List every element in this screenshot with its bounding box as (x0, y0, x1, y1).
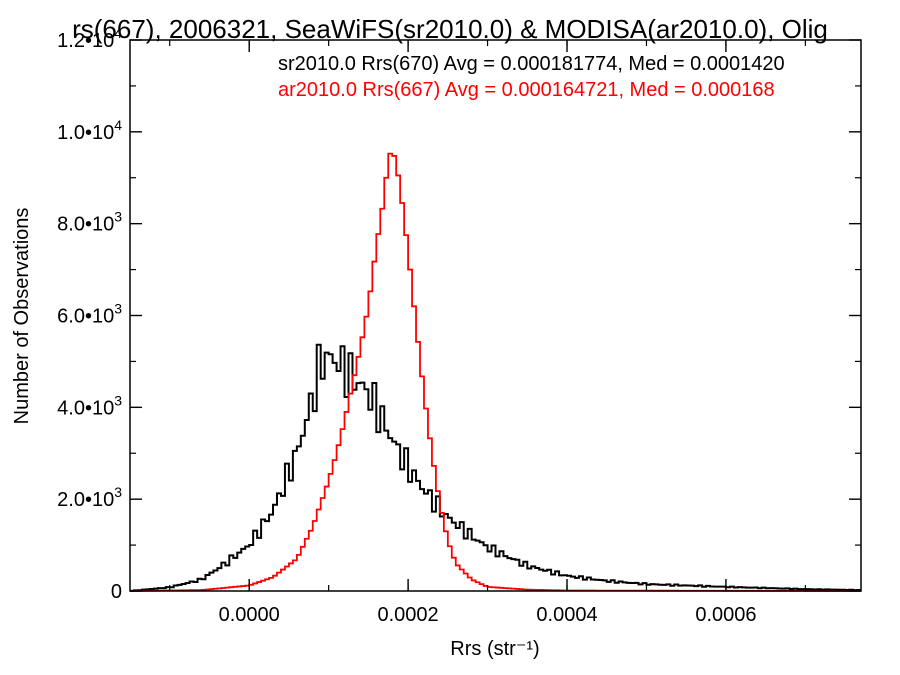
x-ticks: 0.0000 0.0002 0.0004 0.0006 (169, 40, 806, 626)
y-axis-label: Number of Observations (11, 208, 33, 425)
x-axis-label: Rrs (str⁻¹) (450, 638, 539, 660)
y-ticks: 0 2.0•103 4.0•103 6.0•103 8.0•103 1.0•104 1.2•… (57, 25, 861, 603)
histogram-series-ar2010 (130, 152, 861, 592)
y-tick-label: 0 (111, 581, 122, 603)
y-tick-label: 1.0•104 (57, 117, 122, 144)
y-tick-label: 1.2•104 (57, 25, 122, 52)
legend-entry-black: sr2010.0 Rrs(670) Avg = 0.000181774, Med… (278, 53, 785, 75)
y-tick-label: 2.0•103 (57, 484, 122, 511)
plot-frame (129, 39, 862, 592)
y-tick-label: 6.0•103 (57, 301, 122, 328)
x-tick-label: 0.0004 (536, 604, 597, 626)
y-tick-label: 4.0•103 (57, 392, 122, 419)
histogram-series-sr2010 (130, 343, 861, 592)
legend-entry-red: ar2010.0 Rrs(667) Avg = 0.000164721, Med… (278, 79, 775, 101)
series-layer (130, 152, 861, 592)
chart-title: rs(667), 2006321, SeaWiFS(sr2010.0) & MO… (72, 14, 828, 44)
x-tick-label: 0.0002 (378, 604, 439, 626)
x-tick-label: 0.0000 (219, 604, 280, 626)
x-tick-label: 0.0006 (695, 604, 756, 626)
y-tick-label: 8.0•103 (57, 209, 122, 236)
